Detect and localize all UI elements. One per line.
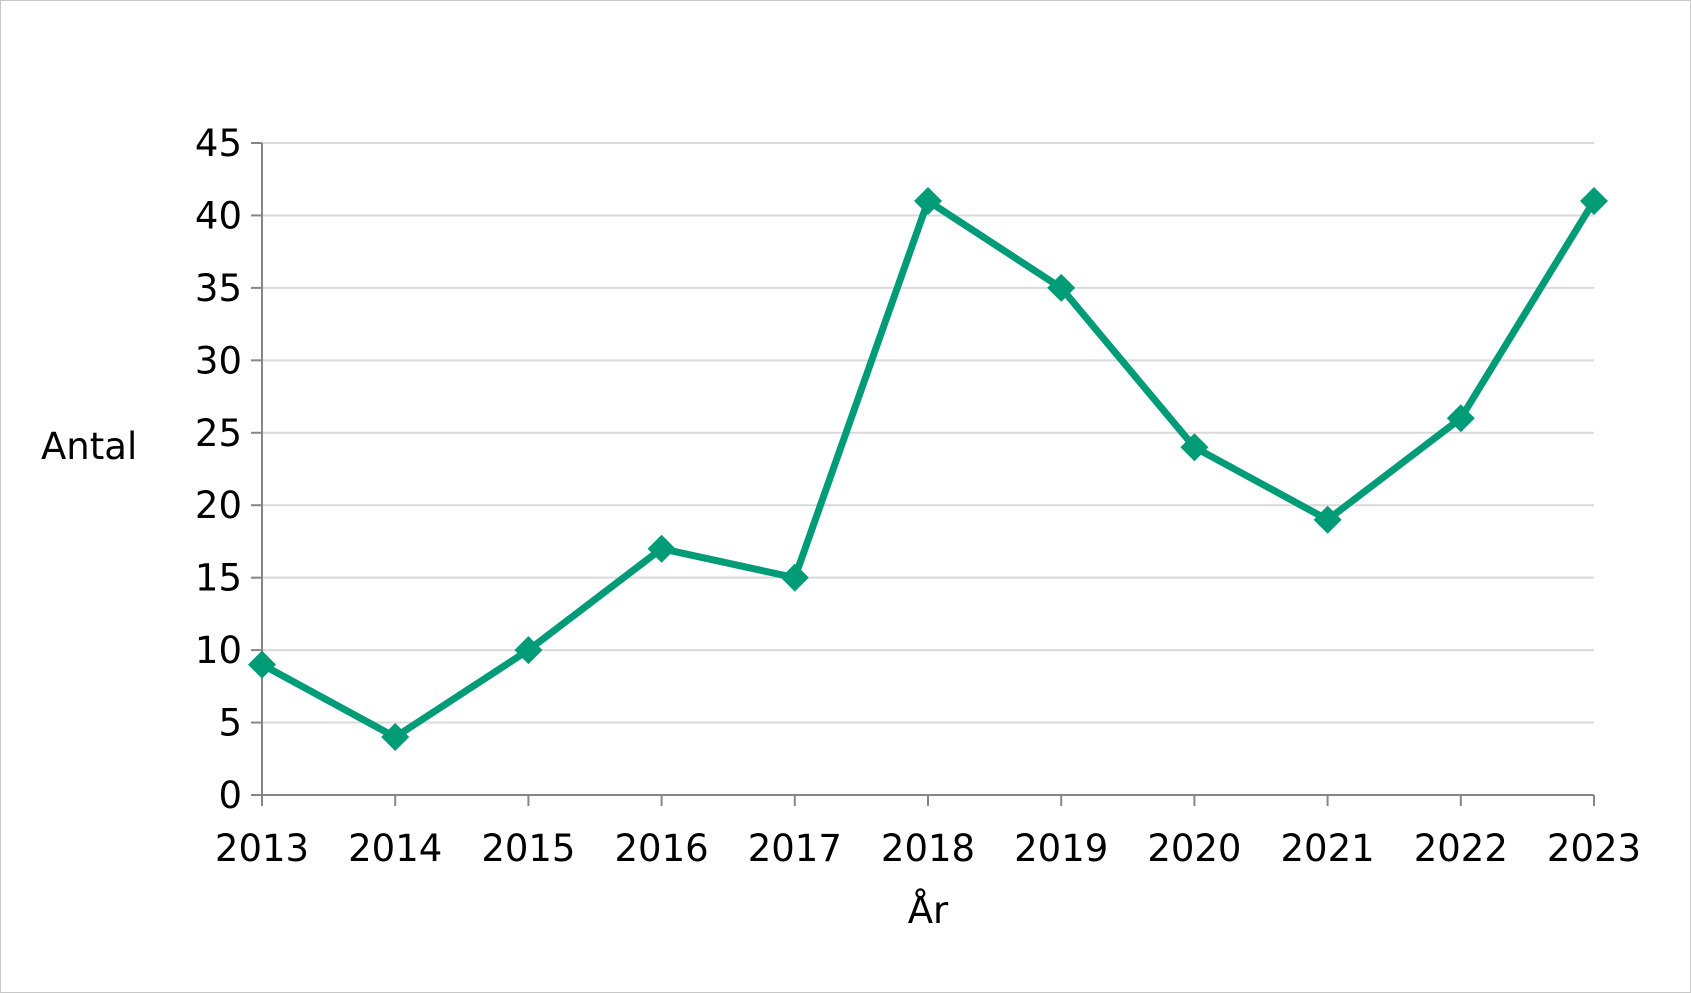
x-tick-label: 2020 [1147,827,1241,870]
x-tick-label: 2014 [348,827,442,870]
y-tick-label: 25 [195,412,242,455]
y-tick-label: 10 [195,629,242,672]
x-tick-label: 2018 [881,827,975,870]
data-point-marker [514,636,543,665]
data-point-marker [1047,273,1076,302]
data-point-marker [1180,433,1209,462]
y-tick-label: 35 [195,267,242,310]
x-tick-label: 2015 [481,827,575,870]
y-axis-title: Antal [41,425,137,468]
gridlines [262,142,1594,724]
x-tick-label: 2016 [615,827,709,870]
data-point-marker [1580,186,1608,215]
data-point-marker [914,186,942,215]
x-tick-label: 2013 [215,827,309,870]
x-tick-labels: 2013 2014 2015 2016 2017 2018 2019 2020 2021 2022… [215,827,1641,870]
x-axis-title: År [908,888,949,932]
data-point-marker [248,650,276,679]
y-tick-label: 5 [218,702,242,745]
y-tick-label: 45 [195,122,242,165]
y-tick-labels: 0 5 10 15 20 25 30 35 40 45 [195,122,242,817]
y-tick-label: 40 [195,194,242,237]
x-tick-label: 2023 [1547,827,1641,870]
y-tick-label: 0 [218,774,242,817]
series-line [260,197,1597,741]
data-point-marker [1313,505,1342,534]
x-tick-label: 2021 [1281,827,1375,870]
y-tick-label: 30 [195,339,242,382]
data-point-marker [647,534,676,563]
y-tick-label: 15 [195,557,242,600]
x-tick-label: 2017 [748,827,842,870]
y-tick-label: 20 [195,484,242,527]
data-point-marker [381,723,410,752]
x-tick-label: 2019 [1014,827,1108,870]
series-layer [248,186,1608,752]
data-point-marker [1446,404,1475,433]
data-point-marker [780,563,809,592]
axes [251,142,1595,806]
x-tick-label: 2022 [1414,827,1508,870]
